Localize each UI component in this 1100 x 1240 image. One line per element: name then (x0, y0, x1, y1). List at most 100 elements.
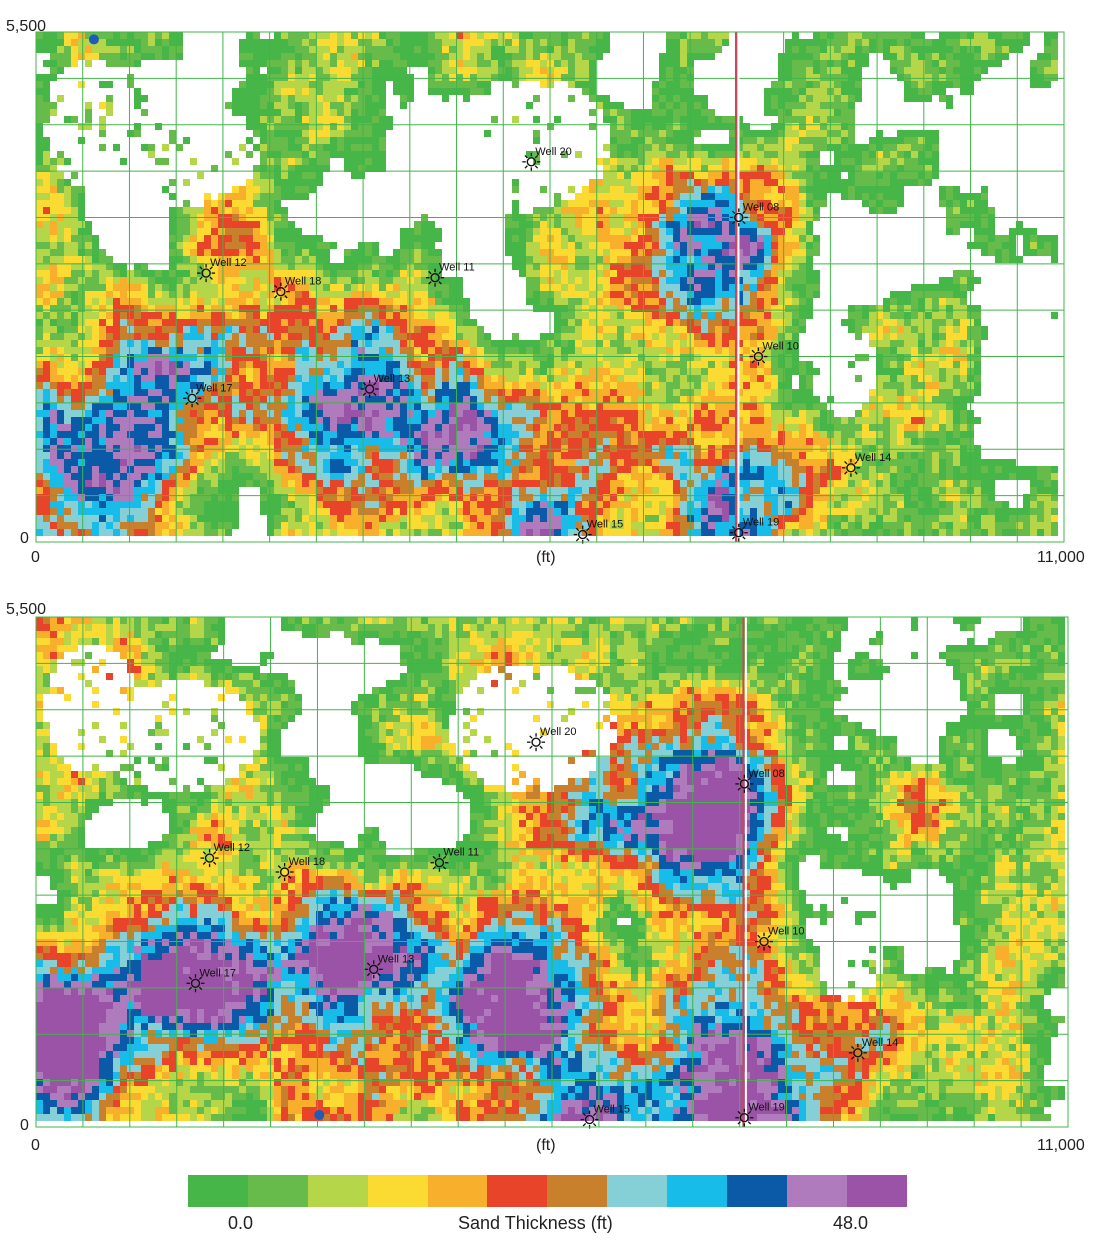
well-label: Well 20 (540, 726, 576, 738)
legend-min-label: 0.0 (228, 1213, 254, 1233)
well-symbol-icon (734, 212, 744, 223)
well-marker-well-11[interactable]: Well 11 (430, 847, 479, 872)
well-marker-well-18[interactable]: Well 18 (271, 276, 321, 301)
map-grid (35, 616, 1069, 1128)
well-symbol-icon (190, 978, 201, 988)
top-y-max-label: 5,500 (6, 18, 47, 35)
well-marker-well-17[interactable]: Well 17 (183, 382, 233, 408)
bottom-y-min-label: 0 (20, 1117, 29, 1134)
well-label: Well 20 (535, 146, 571, 158)
well-symbol-icon (276, 286, 286, 297)
bottom-x-unit-label: (ft) (536, 1137, 556, 1154)
legend-swatch-2 (247, 1175, 308, 1207)
well-label: Well 17 (199, 967, 235, 979)
well-symbol-icon (739, 1113, 750, 1123)
well-symbol-icon (204, 853, 215, 863)
well-symbol-icon (578, 529, 588, 540)
well-label: Well 18 (285, 276, 321, 288)
well-marker-well-15[interactable]: Well 15 (573, 519, 623, 544)
well-symbol-icon (753, 351, 764, 362)
legend-swatch-1 (188, 1175, 248, 1207)
legend-color-bar (188, 1175, 907, 1207)
well-marker-well-19[interactable]: Well 19 (735, 1102, 785, 1127)
legend-swatch-8 (607, 1175, 668, 1207)
legend-swatch-12 (846, 1175, 907, 1207)
well-symbol-icon (739, 779, 750, 789)
well-label: Well 13 (374, 373, 410, 385)
well-label: Well 11 (443, 847, 479, 859)
map-frame (35, 616, 1069, 1128)
well-marker-well-08[interactable]: Well 08 (729, 201, 779, 227)
top-x-max-label: 11,000 (1037, 549, 1085, 566)
top-thickness-map[interactable]: Well 20 Well 08 Well 12 Well 18 Well 11 Well … (0, 0, 1100, 580)
well-symbol-icon (434, 858, 445, 868)
well-label: Well 08 (748, 768, 784, 780)
legend-max-label: 48.0 (833, 1213, 869, 1233)
well-label: Well 11 (439, 262, 475, 274)
well-symbol-icon (531, 737, 541, 747)
bottom-x-min-label: 0 (31, 1137, 40, 1154)
bottom-y-max-label: 5,500 (6, 601, 47, 618)
legend-title: Sand Thickness (ft) (458, 1213, 613, 1233)
well-marker-well-10[interactable]: Well 10 (755, 926, 805, 951)
well-marker-well-12[interactable]: Well 12 (197, 257, 247, 283)
well-symbol-icon (526, 157, 537, 167)
well-symbol-icon (201, 268, 211, 278)
well-label: Well 13 (378, 953, 414, 965)
location-dot-marker (88, 34, 99, 45)
well-label: Well 15 (594, 1104, 630, 1116)
map-frame (35, 31, 1065, 543)
well-label: Well 14 (862, 1037, 898, 1049)
bottom-x-max-label: 11,000 (1037, 1137, 1085, 1154)
well-label: Well 08 (743, 201, 779, 213)
legend-swatch-5 (427, 1175, 488, 1207)
well-symbol-icon (187, 393, 197, 403)
thickness-raster (36, 32, 1058, 536)
legend-swatch-4 (367, 1175, 428, 1207)
well-marker-well-12[interactable]: Well 12 (200, 842, 250, 868)
well-symbol-icon (759, 936, 769, 947)
well-marker-well-14[interactable]: Well 14 (841, 452, 891, 477)
well-label: Well 12 (214, 842, 250, 854)
well-marker-well-14[interactable]: Well 14 (848, 1037, 898, 1062)
well-marker-well-11[interactable]: Well 11 (426, 262, 475, 287)
legend-swatch-6 (487, 1175, 548, 1207)
well-label: Well 18 (289, 856, 325, 868)
well-symbol-icon (734, 528, 744, 538)
well-label: Well 12 (210, 257, 246, 269)
well-label: Well 19 (748, 1102, 784, 1114)
well-label: Well 17 (196, 382, 232, 394)
well-marker-well-13[interactable]: Well 13 (360, 373, 410, 398)
well-marker-well-08[interactable]: Well 08 (735, 768, 785, 793)
top-x-unit-label: (ft) (536, 549, 556, 566)
well-marker-well-20[interactable]: Well 20 (527, 726, 577, 752)
sand-thickness-legend: 0.0 Sand Thickness (ft) 48.0 (188, 1175, 908, 1235)
well-marker-well-15[interactable]: Well 15 (580, 1104, 630, 1129)
well-symbol-icon (430, 273, 440, 283)
legend-swatch-3 (307, 1175, 368, 1207)
well-marker-well-20[interactable]: Well 20 (522, 146, 572, 171)
well-label: Well 10 (768, 926, 804, 938)
well-symbol-icon (584, 1114, 595, 1125)
bottom-thickness-map[interactable]: Well 20 Well 08 Well 12 Well 18 Well 11 Well … (0, 595, 1100, 1175)
well-label: Well 10 (762, 341, 798, 353)
well-marker-well-13[interactable]: Well 13 (364, 953, 414, 979)
legend-swatch-7 (547, 1175, 608, 1207)
well-symbol-icon (364, 384, 375, 394)
well-marker-well-17[interactable]: Well 17 (186, 967, 236, 993)
well-symbol-icon (369, 964, 379, 975)
bottom-map-panel: Well 20 Well 08 Well 12 Well 18 Well 11 Well … (0, 595, 1100, 1175)
top-map-panel: Well 20 Well 08 Well 12 Well 18 Well 11 Well … (0, 0, 1100, 580)
legend-swatch-9 (667, 1175, 728, 1207)
well-symbol-icon (846, 463, 856, 473)
well-marker-well-18[interactable]: Well 18 (275, 856, 325, 881)
legend-swatch-11 (786, 1175, 847, 1207)
legend-swatch-10 (727, 1175, 787, 1207)
well-marker-well-10[interactable]: Well 10 (749, 341, 799, 366)
well-marker-well-19[interactable]: Well 19 (729, 517, 779, 542)
location-dot-marker (314, 1109, 325, 1120)
top-x-min-label: 0 (31, 549, 40, 566)
well-symbol-icon (279, 867, 290, 877)
well-label: Well 19 (743, 517, 779, 529)
well-label: Well 15 (587, 519, 623, 531)
